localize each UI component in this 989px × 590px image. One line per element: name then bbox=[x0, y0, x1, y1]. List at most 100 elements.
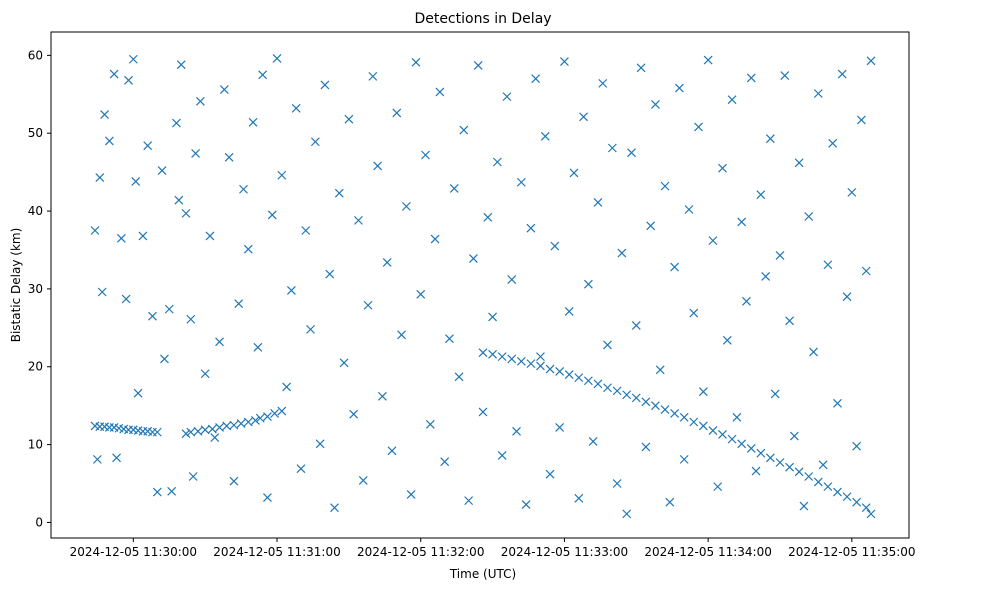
data-point bbox=[191, 149, 201, 158]
data-point bbox=[727, 95, 737, 105]
data-point bbox=[301, 226, 311, 235]
data-point bbox=[478, 348, 488, 358]
data-point bbox=[282, 382, 292, 392]
data-point bbox=[488, 349, 498, 359]
data-point bbox=[698, 387, 708, 397]
data-point bbox=[536, 361, 545, 371]
data-point bbox=[852, 441, 862, 451]
data-point bbox=[210, 433, 220, 443]
data-point bbox=[603, 383, 612, 393]
data-point bbox=[679, 454, 689, 464]
data-point bbox=[148, 311, 157, 321]
data-point bbox=[856, 115, 866, 125]
data-point bbox=[631, 321, 641, 330]
data-point bbox=[368, 71, 378, 81]
data-point bbox=[131, 177, 141, 186]
data-point bbox=[564, 370, 574, 379]
data-point bbox=[564, 307, 574, 316]
data-point bbox=[540, 131, 550, 141]
data-point bbox=[852, 497, 862, 507]
data-point bbox=[713, 482, 723, 492]
data-point bbox=[770, 389, 780, 399]
data-point bbox=[718, 163, 727, 173]
data-point bbox=[679, 412, 689, 422]
data-point bbox=[277, 406, 287, 416]
data-point bbox=[775, 250, 785, 260]
data-point bbox=[833, 398, 842, 408]
data-point bbox=[349, 409, 359, 419]
data-point bbox=[622, 509, 632, 519]
plot-marks bbox=[90, 54, 876, 519]
data-point bbox=[421, 150, 430, 160]
data-point bbox=[497, 352, 507, 362]
data-point bbox=[622, 390, 632, 400]
data-point bbox=[651, 401, 660, 411]
data-point bbox=[775, 458, 785, 467]
data-point bbox=[449, 184, 459, 193]
data-point bbox=[92, 454, 102, 464]
data-point bbox=[574, 373, 584, 383]
data-point bbox=[109, 69, 119, 79]
data-point bbox=[234, 299, 244, 309]
data-point bbox=[200, 425, 210, 435]
data-point bbox=[215, 423, 224, 432]
data-point bbox=[555, 423, 565, 432]
data-point bbox=[195, 96, 205, 106]
data-point bbox=[746, 73, 756, 83]
data-point bbox=[205, 231, 215, 241]
data-point bbox=[526, 359, 536, 369]
data-point bbox=[248, 117, 258, 127]
data-point bbox=[516, 177, 526, 187]
data-point bbox=[222, 421, 232, 431]
data-point bbox=[492, 157, 502, 167]
data-point bbox=[866, 56, 876, 66]
data-point bbox=[526, 223, 536, 233]
data-point bbox=[732, 412, 742, 422]
data-point bbox=[392, 108, 402, 118]
data-point bbox=[703, 55, 713, 65]
data-point bbox=[124, 75, 133, 85]
data-point bbox=[684, 205, 694, 214]
data-point bbox=[794, 158, 804, 168]
data-point bbox=[823, 260, 833, 270]
data-point bbox=[95, 173, 105, 182]
data-point bbox=[583, 279, 593, 289]
data-point bbox=[296, 464, 306, 474]
y-tick-label: 50 bbox=[28, 126, 43, 140]
data-point bbox=[224, 152, 234, 162]
x-axis-title: Time (UTC) bbox=[449, 567, 516, 581]
data-point bbox=[646, 221, 656, 231]
data-point bbox=[598, 78, 608, 88]
x-tick-label: 2024-12-05 11:32:00 bbox=[357, 545, 484, 559]
data-point bbox=[219, 85, 229, 95]
data-point bbox=[641, 397, 651, 407]
data-point bbox=[358, 475, 368, 485]
data-point bbox=[128, 54, 138, 64]
data-point bbox=[536, 352, 545, 362]
data-point bbox=[785, 462, 794, 472]
data-point bbox=[320, 80, 330, 90]
data-point bbox=[531, 74, 541, 84]
data-point bbox=[263, 412, 272, 421]
data-point bbox=[756, 448, 766, 458]
data-point bbox=[785, 316, 794, 326]
data-point bbox=[813, 89, 823, 98]
data-point bbox=[397, 330, 406, 340]
data-point bbox=[152, 487, 162, 497]
data-point bbox=[306, 324, 315, 334]
data-point bbox=[382, 258, 392, 267]
data-point bbox=[799, 501, 809, 511]
data-point bbox=[229, 420, 239, 430]
data-point bbox=[569, 168, 579, 178]
data-point bbox=[861, 503, 871, 513]
data-point bbox=[310, 137, 320, 147]
data-point bbox=[737, 217, 747, 227]
x-tick-label: 2024-12-05 11:34:00 bbox=[644, 545, 771, 559]
data-point bbox=[488, 312, 498, 322]
data-point bbox=[152, 427, 162, 437]
data-point bbox=[670, 262, 680, 272]
y-tick-label: 30 bbox=[28, 282, 43, 296]
data-point bbox=[435, 87, 445, 97]
data-point bbox=[181, 429, 191, 439]
